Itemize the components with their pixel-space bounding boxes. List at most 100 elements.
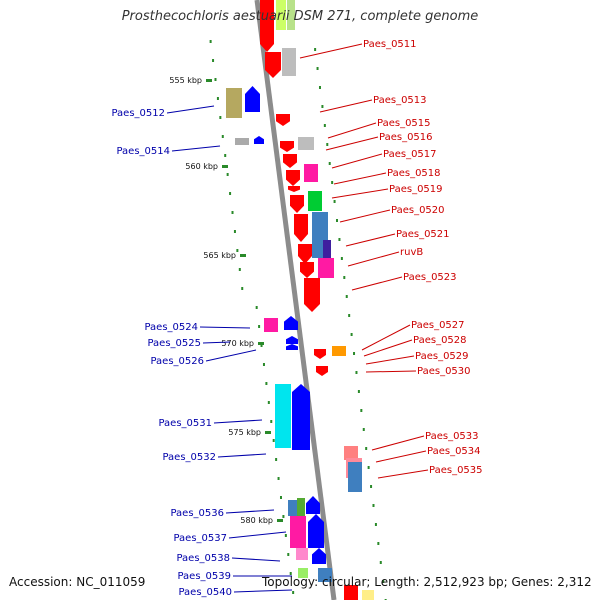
leader-line — [213, 419, 263, 424]
scale-dots — [209, 40, 387, 600]
gene-label-reverse: Paes_0532 — [162, 452, 216, 463]
tick-mark — [206, 79, 212, 82]
gene-label-forward: Paes_0511 — [363, 39, 417, 50]
gene-label-forward: Paes_0519 — [389, 184, 443, 195]
gene-feature — [245, 86, 260, 112]
scale-dot — [229, 192, 232, 195]
map-title: Prosthecochloris aestuarii DSM 271, comp… — [121, 9, 479, 24]
leader-line — [345, 233, 396, 247]
gene-feature — [332, 346, 346, 356]
tick-mark — [240, 254, 246, 257]
scale-dot — [236, 249, 239, 252]
scale-dot — [219, 116, 222, 119]
gene-label-forward: Paes_0515 — [377, 118, 431, 129]
scale-dot — [287, 553, 290, 556]
scale-dot — [367, 466, 370, 469]
gene-label-reverse: Paes_0538 — [176, 553, 230, 564]
leader-line — [171, 145, 221, 152]
scale-dot — [255, 306, 258, 309]
gene-feature — [306, 496, 320, 514]
leader-line — [166, 105, 215, 114]
leader-line — [205, 349, 257, 362]
scale-dot — [231, 211, 234, 214]
scale-dot — [353, 352, 356, 355]
gene-feature — [280, 141, 294, 152]
scale-dot — [265, 382, 268, 385]
gene-feature — [304, 164, 318, 182]
scale-dot — [258, 325, 261, 328]
gene-labels: Paes_0511 Paes_0513 Paes_0515 Paes_0516 Paes… — [111, 39, 482, 598]
gene-label-forward: Paes_0518 — [387, 168, 441, 179]
scale-dot — [331, 181, 334, 184]
gene-label-forward: Paes_0521 — [396, 229, 450, 240]
tick-mark — [258, 342, 264, 345]
scale-dot — [216, 97, 219, 100]
gene-feature — [286, 344, 298, 350]
scale-dot — [372, 504, 375, 507]
gene-feature — [265, 52, 281, 78]
scale-dot — [316, 67, 319, 70]
gene-feature — [264, 318, 278, 332]
gene-label-reverse: Paes_0539 — [177, 571, 231, 582]
leader-line — [225, 509, 275, 514]
leader-line — [351, 276, 403, 291]
gene-label-reverse: Paes_0540 — [178, 587, 232, 598]
tick-label: 570 kbp — [221, 339, 254, 348]
scale-dot — [238, 268, 241, 271]
gene-feature — [286, 336, 298, 344]
gene-feature — [308, 191, 322, 211]
tick-mark — [222, 165, 228, 168]
gene-feature — [288, 500, 298, 516]
scale-ticks: 555 kbp 560 kbp 565 kbp 570 kbp 575 kbp 580 k… — [169, 76, 283, 525]
scale-dot — [214, 78, 217, 81]
gene-feature — [312, 548, 326, 564]
gene-feature — [226, 88, 242, 118]
scale-dot — [382, 580, 385, 583]
scale-dot — [357, 390, 360, 393]
gene-label-reverse: Paes_0526 — [150, 356, 204, 367]
tick-label: 560 kbp — [185, 162, 218, 171]
leader-line — [339, 209, 391, 223]
gene-feature — [276, 0, 286, 30]
leader-line — [377, 469, 429, 479]
scale-dot — [370, 485, 373, 488]
gene-feature — [235, 138, 249, 145]
gene-label-forward: Paes_0516 — [379, 132, 433, 143]
genome-backbone — [254, 0, 337, 600]
scale-dot — [277, 477, 280, 480]
tick-label: 580 kbp — [240, 516, 273, 525]
gene-feature — [298, 568, 308, 578]
gene-feature — [362, 590, 374, 600]
scale-dot — [374, 523, 377, 526]
gene-feature — [318, 258, 334, 278]
leader-line — [347, 251, 400, 267]
gene-label-forward: Paes_0534 — [427, 446, 481, 457]
scale-dot — [267, 401, 270, 404]
gene-feature — [298, 137, 314, 150]
scale-dot — [262, 363, 265, 366]
gene-feature — [275, 384, 291, 448]
gene-feature — [297, 498, 305, 516]
gene-feature — [304, 278, 320, 312]
scale-dot — [282, 515, 285, 518]
gene-label-reverse: Paes_0524 — [144, 322, 198, 333]
scale-dot — [362, 428, 365, 431]
scale-dot — [355, 371, 358, 374]
leader-line — [299, 43, 363, 59]
gene-feature — [296, 548, 308, 560]
scale-dot — [226, 173, 229, 176]
scale-dot — [275, 458, 278, 461]
scale-dot — [272, 439, 275, 442]
gene-label-reverse: Paes_0537 — [173, 533, 227, 544]
gene-feature — [318, 568, 332, 582]
gene-label-forward: Paes_0529 — [415, 351, 469, 362]
gene-label-forward: Paes_0533 — [425, 431, 479, 442]
gene-label-forward: Paes_0520 — [391, 205, 445, 216]
gene-feature — [276, 114, 290, 126]
gene-label-forward: Paes_0513 — [373, 95, 427, 106]
scale-dot — [326, 143, 329, 146]
gene-label-forward: Paes_0528 — [413, 335, 467, 346]
scale-dot — [289, 572, 292, 575]
scale-dot — [343, 276, 346, 279]
